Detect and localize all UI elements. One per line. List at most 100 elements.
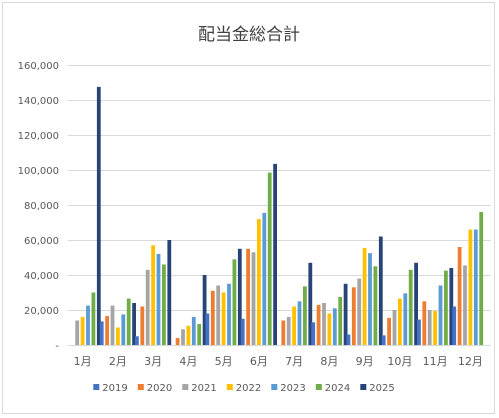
legend-swatch [93,384,100,390]
chart-title: 配当金総合計 [198,25,300,45]
bar-2023-12 [473,229,478,345]
bar-2024-2 [126,298,131,345]
x-tick-label: 1月 [74,355,92,368]
bar-2019-6 [240,318,245,346]
legend: 2019 2020 2021 2022 2023 2024 2025 [93,383,395,394]
bar-2020-5 [210,290,215,346]
x-tick-label: 8月 [320,355,338,368]
bar-2023-6 [262,212,267,345]
bar-2022-7 [292,306,296,345]
bar-2023-2 [121,314,126,345]
bar-2022-2 [116,327,120,345]
y-tick-label: 40,000 [24,271,59,282]
bar-2023-3 [156,254,161,345]
bar-2025-11 [449,268,454,345]
bar-2020-12 [457,247,462,345]
y-tick-label: 160,000 [18,61,59,72]
y-tick-label: 100,000 [18,166,59,177]
bar-2021-4 [181,329,185,346]
bar-2021-11 [427,310,432,345]
x-tick-label: 12月 [458,355,483,368]
bar-2019-11 [417,319,421,345]
x-tick-label: 6月 [250,355,268,368]
bar-2022-3 [151,245,155,346]
legend-label: 2025 [369,383,394,394]
bar-2022-4 [186,325,191,346]
x-tick-label: 3月 [144,355,162,368]
legend-swatch [360,384,367,390]
legend-swatch [226,384,233,390]
bar-2023-11 [438,285,443,345]
bar-2025-2 [132,303,136,345]
bar-2023-7 [297,301,302,346]
bar-2024-10 [408,269,413,346]
bar-2023-5 [227,283,231,346]
legend-label: 2023 [280,383,305,394]
bar-2025-4 [202,275,207,345]
bar-2024-1 [91,292,96,345]
legend-label: 2019 [102,383,127,394]
bar-2022-9 [362,247,367,345]
bar-2022-10 [398,298,402,345]
y-axis-ticks: - 20,000 40,000 60,000 80,000 100,000 120,000 1… [18,61,60,352]
bar-2020-9 [351,287,356,346]
bar-2020-3 [140,306,145,345]
x-axis-ticks: 1月 2月 3月 4月 5月 6月 7月 8月 9月 10月 11月 12月 [74,355,483,368]
bar-2025-5 [237,248,242,346]
bar-2023-8 [332,308,337,346]
y-tick-label: 120,000 [18,131,59,142]
bar-2025-1 [96,86,101,346]
y-tick-label: 60,000 [24,236,59,247]
legend-swatch [137,384,144,390]
bar-2021-9 [357,278,362,345]
x-tick-label: 4月 [179,355,197,368]
x-tick-label: 11月 [423,355,448,368]
bar-2022-11 [433,310,437,345]
bar-2025-6 [273,163,277,345]
bar-2023-4 [191,317,196,345]
bar-2019-12 [452,306,457,345]
bar-2025-10 [414,262,418,346]
bar-2024-9 [373,266,378,346]
bar-2020-6 [246,248,250,346]
x-tick-label: 9月 [356,355,374,368]
y-tick-label: - [55,341,59,352]
x-tick-label: 7月 [285,355,303,368]
bar-2020-10 [387,317,391,345]
chart-area: 配当金総合計 - 20,000 40,000 60,000 80,000 100,000 1… [2,2,495,414]
bar-2020-4 [175,338,180,345]
bar-2021-3 [145,269,150,346]
bar-2021-5 [216,285,221,345]
bar-2020-2 [105,316,109,345]
legend-label: 2024 [325,383,350,394]
y-tick-label: 140,000 [18,96,59,107]
legend-swatch [182,384,189,390]
bar-2020-7 [281,320,286,345]
bar-2025-7 [308,262,313,346]
bar-2021-12 [463,265,467,345]
x-tick-label: 10月 [387,355,412,368]
bar-2024-11 [444,270,448,345]
bar-2021-8 [322,303,326,345]
bar-2021-6 [251,252,256,346]
legend-swatch [315,384,322,390]
x-tick-label: 5月 [215,355,233,368]
bar-2024-4 [197,324,202,345]
bar-2024-3 [162,264,166,345]
bar-2021-10 [392,310,397,345]
bar-2022-5 [221,292,226,345]
x-tick-label: 2月 [109,355,127,368]
legend-label: 2021 [191,383,216,394]
bar-2019-3 [135,336,139,346]
bar-2023-10 [403,293,408,345]
bar-2019-8 [311,322,316,346]
bar-2023-1 [86,305,90,345]
bars [75,86,484,346]
grid-lines [68,65,491,346]
bar-2024-6 [267,172,272,345]
y-tick-label: 80,000 [24,201,59,212]
bar-2022-1 [80,317,85,345]
bar-2021-7 [286,317,291,345]
bar-2019-2 [99,321,104,345]
legend-label: 2020 [147,383,172,394]
